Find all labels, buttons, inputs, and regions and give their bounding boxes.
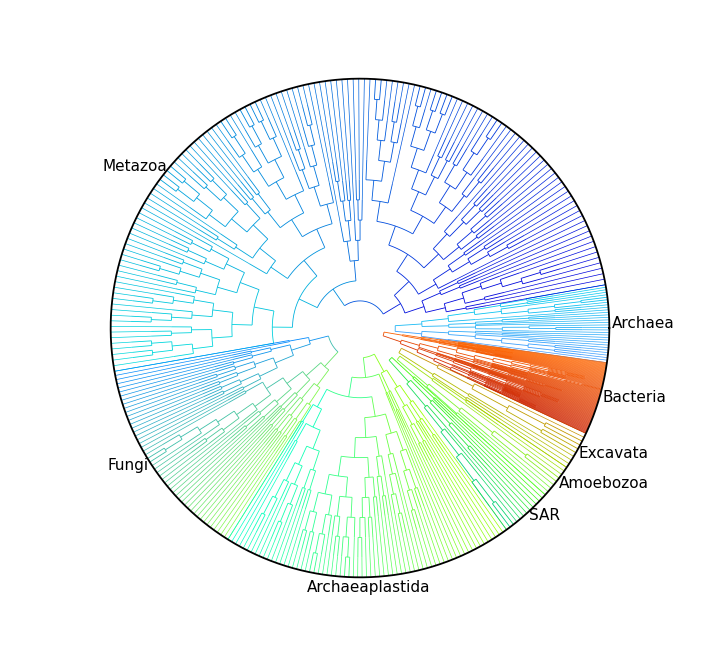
- Text: Amoebozoa: Amoebozoa: [559, 476, 649, 491]
- Text: SAR: SAR: [528, 508, 559, 523]
- Text: Bacteria: Bacteria: [602, 390, 666, 405]
- Text: Metazoa: Metazoa: [102, 159, 167, 174]
- Text: Archaea: Archaea: [612, 316, 675, 331]
- Text: Fungi: Fungi: [108, 458, 149, 473]
- Polygon shape: [345, 313, 375, 343]
- Text: Archaeaplastida: Archaeaplastida: [307, 580, 431, 595]
- Text: Excavata: Excavata: [578, 447, 648, 461]
